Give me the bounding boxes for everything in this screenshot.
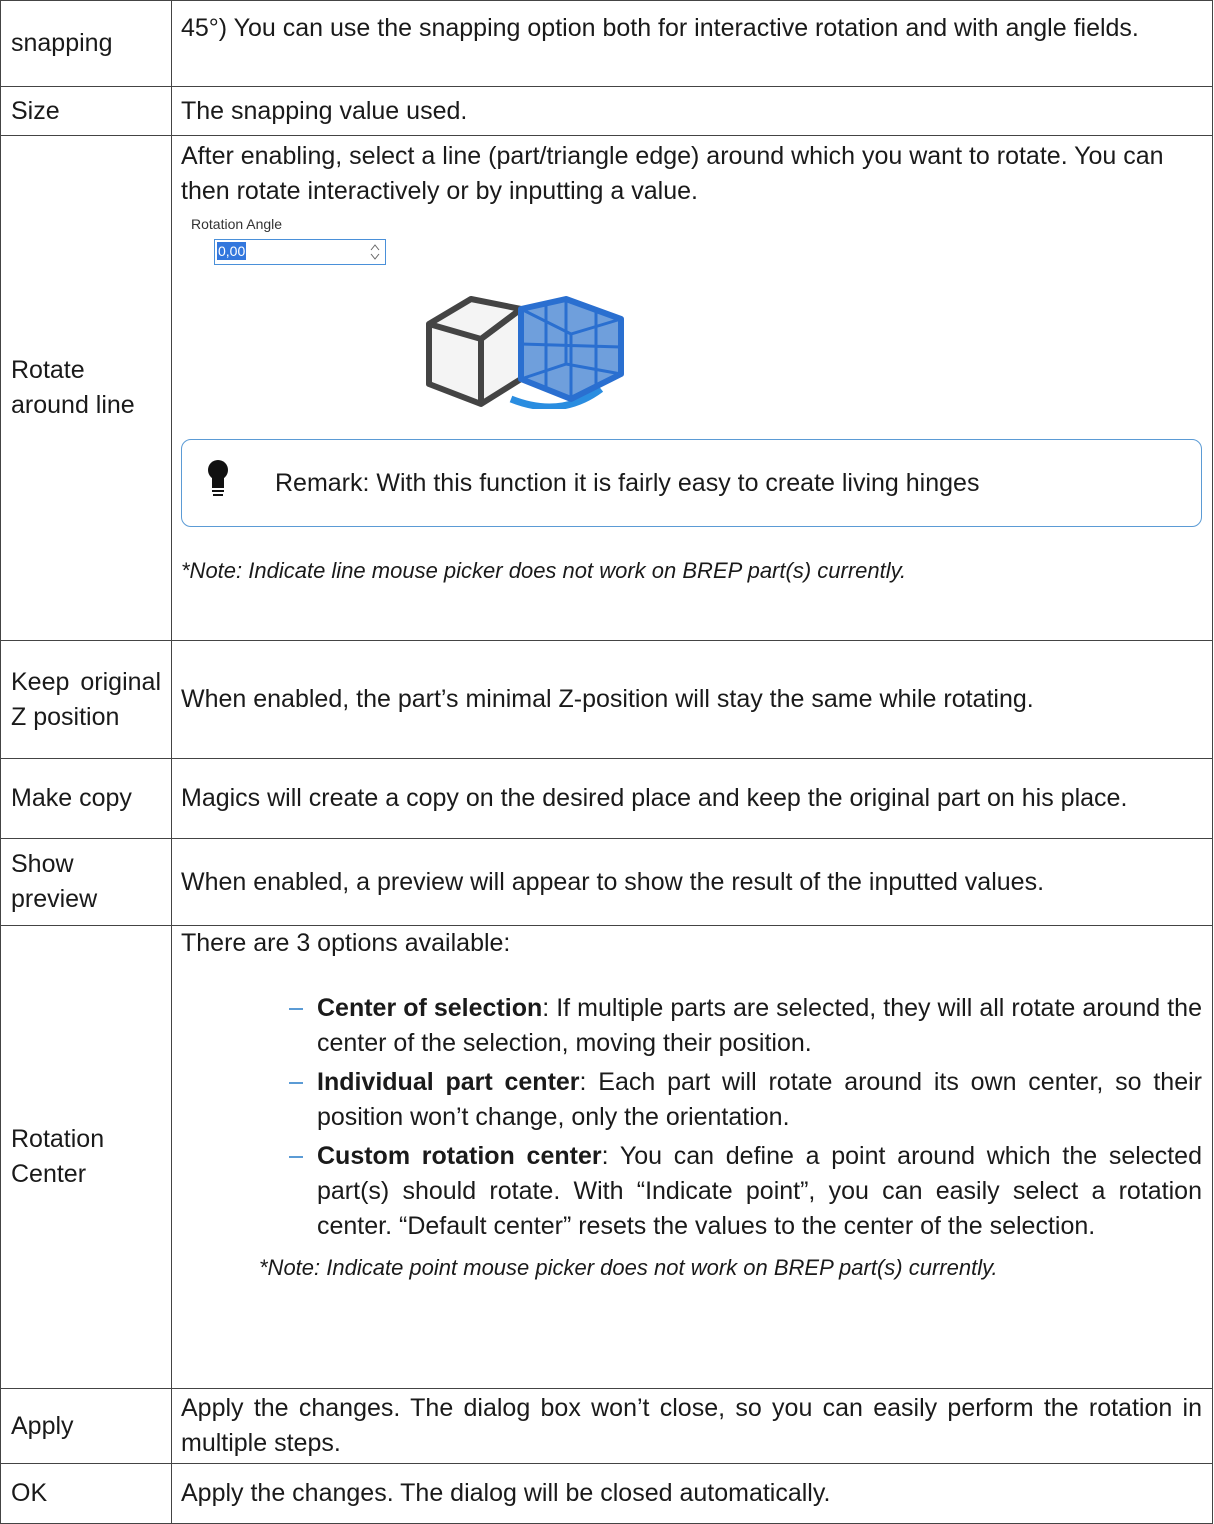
description: When enabled, a preview will appear to s… [171,838,1213,926]
label: snapping [0,0,172,87]
row: Keep original Z position When enabled, t… [0,640,1213,759]
option-text: : Each part will rotate around its own c… [317,1068,1202,1131]
label: Keep original Z position [0,640,172,759]
row: Rotation Center There are 3 options avai… [0,925,1213,1389]
description: Magics will create a copy on the desired… [171,758,1213,839]
label: Show preview [0,838,172,926]
cell: There are 3 options available: Center of… [171,925,1213,1389]
field-label: Rotation Angle [191,216,283,232]
label: Size [0,86,172,136]
label: Make copy [0,758,172,839]
description: Apply the changes. The dialog will be cl… [171,1463,1213,1524]
option: Center of selection: If multiple parts a… [181,991,1202,1061]
row: OK Apply the changes. The dialog will be… [0,1463,1213,1524]
option-text: : You can define a point around which th… [317,1142,1202,1240]
field-input: 0,00 [214,239,386,265]
label: Apply [0,1388,172,1464]
description: 45°) You can use the snapping option bot… [171,0,1213,87]
cube-illustration [426,296,624,409]
option-term: Custom rotation center [317,1142,602,1170]
option-term: Center of selection [317,994,543,1022]
description: When enabled, the part’s minimal Z-posit… [171,640,1213,759]
description: The snapping value used. [171,86,1213,136]
row: Rotate around line After enabling, selec… [0,135,1213,641]
option-list: Center of selection: If multiple parts a… [181,991,1202,1244]
spinner [370,244,380,260]
option: Individual part center: Each part will r… [181,1065,1202,1135]
cell: After enabling, select a line (part/tria… [171,135,1213,641]
option-term: Individual part center [317,1068,580,1096]
row: snapping 45°) You can use the snapping o… [0,0,1213,87]
row: Apply Apply the changes. The dialog box … [0,1388,1213,1464]
label: Rotate around line [0,135,172,641]
row: Make copy Magics will create a copy on t… [0,758,1213,839]
option-text: : If multiple parts are selected, they w… [317,994,1202,1057]
row: Show preview When enabled, a preview wil… [0,838,1213,926]
description: Apply the changes. The dialog box won’t … [171,1388,1213,1464]
row: Size The snapping value used. [0,86,1213,136]
option: Custom rotation center: You can define a… [181,1139,1202,1244]
note: *Note: Indicate line mouse picker does n… [181,558,907,583]
note: *Note: Indicate point mouse picker does … [259,1255,998,1280]
remark-text: Remark: With this function it is fairly … [275,469,980,497]
remark-box: Remark: With this function it is fairly … [181,439,1202,527]
figure: Rotation Angle 0,00 [181,209,1202,439]
description: After enabling, select a line (part/tria… [181,142,1164,205]
bulb-icon [208,460,228,496]
label: Rotation Center [0,925,172,1389]
description: There are 3 options available: [181,929,511,957]
field-value: 0,00 [217,242,247,260]
label: OK [0,1463,172,1524]
